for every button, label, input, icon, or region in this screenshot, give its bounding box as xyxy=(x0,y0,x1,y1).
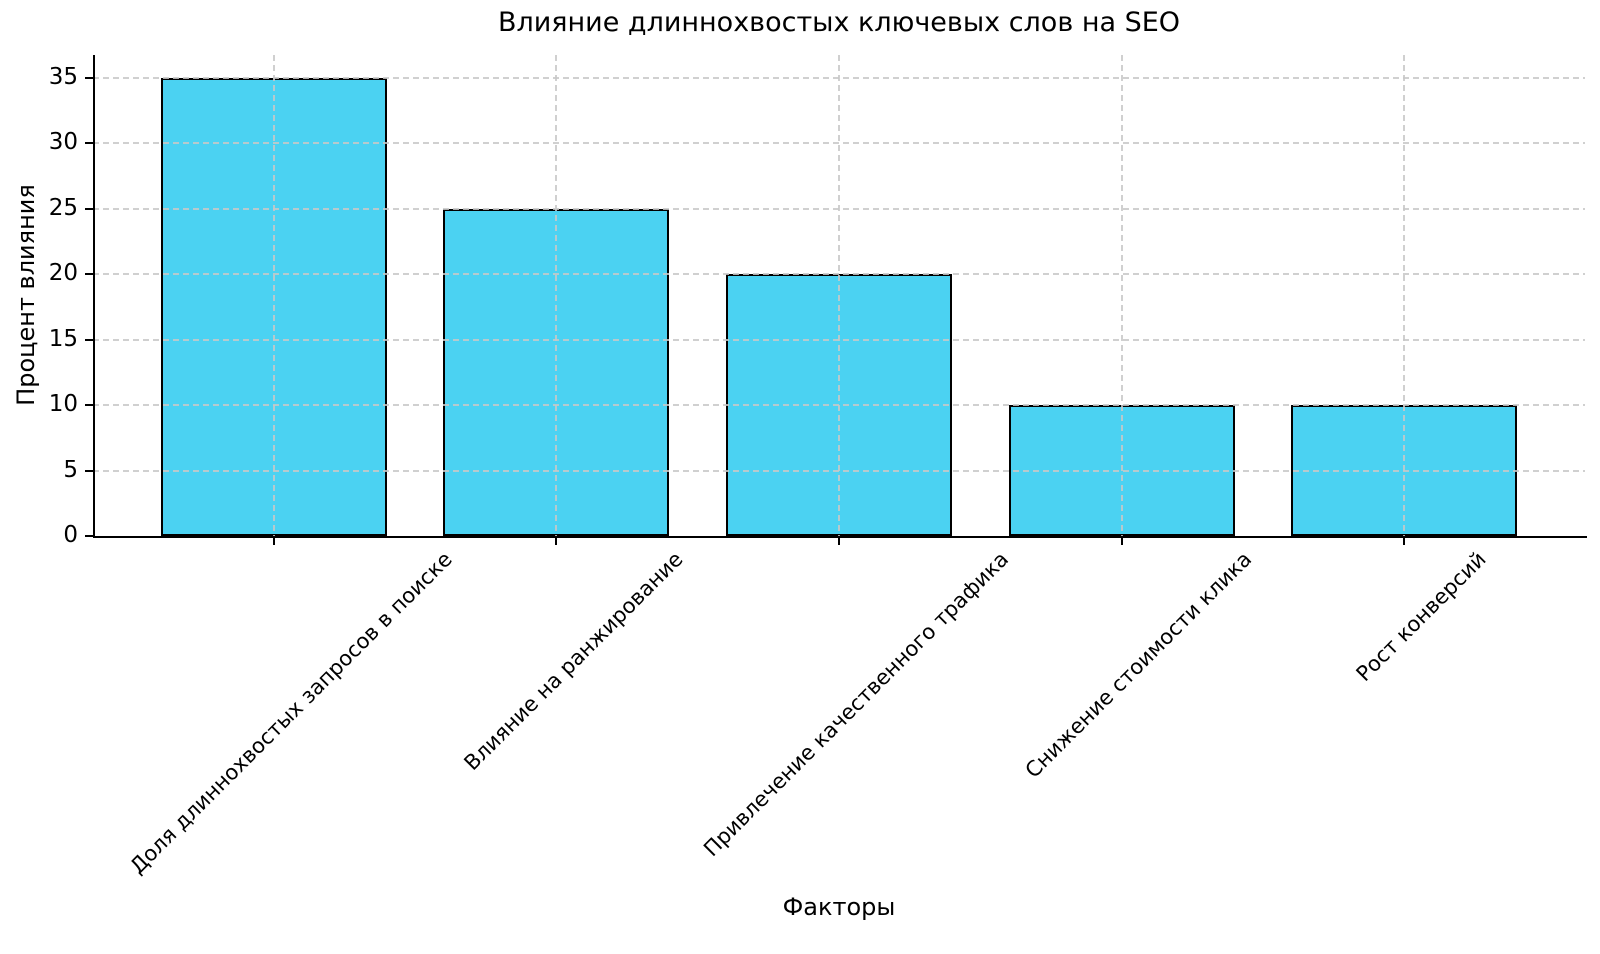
y-tick-label: 5 xyxy=(63,456,78,483)
v-gridline xyxy=(838,55,840,536)
x-tick-label: Привлечение качественного трафика xyxy=(699,547,1014,862)
x-tick-label: Снижение стоимости клика xyxy=(1020,547,1257,783)
x-tick-label: Доля длиннохвостых запросов в поиске xyxy=(124,547,457,879)
x-tick-label: Рост конверсий xyxy=(1351,547,1491,687)
y-tick-label: 15 xyxy=(48,325,78,352)
v-gridline xyxy=(1403,55,1406,536)
y-tick-label: 0 xyxy=(63,522,78,548)
x-tick-label: Влияние на ранжирование xyxy=(459,547,688,776)
v-gridline xyxy=(272,55,275,536)
y-tick-label: 10 xyxy=(48,391,78,418)
y-tick xyxy=(85,142,93,145)
y-tick-label: 35 xyxy=(48,63,78,90)
v-gridline xyxy=(1120,55,1123,536)
y-tick xyxy=(85,273,93,276)
x-tick xyxy=(838,538,840,545)
y-tick-label: 20 xyxy=(48,260,78,287)
v-gridline xyxy=(555,55,558,536)
x-tick xyxy=(1403,538,1406,545)
y-tick-label: 25 xyxy=(48,194,78,221)
y-tick xyxy=(85,76,93,79)
x-tick xyxy=(1120,538,1123,545)
y-tick xyxy=(85,404,93,407)
x-axis-label: Факторы xyxy=(782,893,896,921)
y-tick xyxy=(85,535,93,537)
y-tick xyxy=(85,469,93,472)
y-tick xyxy=(85,338,93,341)
y-tick-label: 30 xyxy=(48,129,78,156)
x-tick xyxy=(272,538,275,545)
x-tick xyxy=(555,538,558,545)
y-tick xyxy=(85,207,93,210)
chart-title: Влияние длиннохвостых ключевых слов на S… xyxy=(497,7,1181,38)
y-axis-label: Процент влияния xyxy=(12,184,40,406)
y-axis-spine xyxy=(93,55,95,538)
x-axis-spine xyxy=(93,536,1587,538)
